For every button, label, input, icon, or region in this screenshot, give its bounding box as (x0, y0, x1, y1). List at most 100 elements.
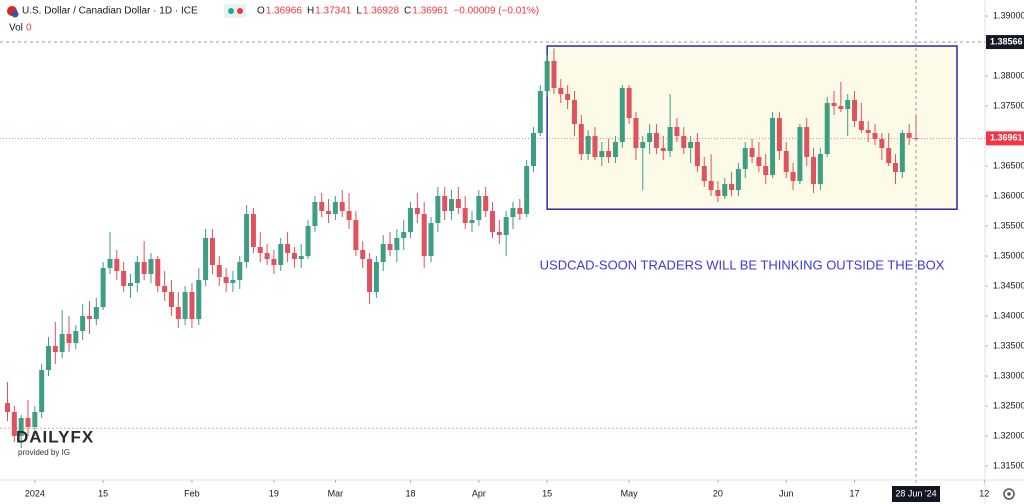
candle-body (312, 202, 318, 227)
candle-body (688, 142, 694, 149)
candle-body (32, 412, 38, 428)
candle-body (162, 286, 168, 293)
candle-body (756, 157, 762, 167)
x-tick-label: 15 (98, 488, 108, 498)
quote-value: 1.36961 (412, 6, 449, 17)
x-tick-label: 17 (850, 488, 860, 498)
candle-body (626, 88, 632, 119)
y-tick-label: 1.36000 (993, 190, 1024, 200)
candle-body (18, 418, 24, 437)
candle-body (435, 196, 441, 224)
candle-body (893, 163, 899, 173)
candle-body (899, 133, 905, 173)
candle-body (551, 61, 557, 89)
quote-key: H (307, 6, 314, 17)
candle-body (571, 100, 577, 125)
volume-label: Vol (9, 23, 23, 34)
y-tick-label: 1.38000 (993, 70, 1024, 80)
candle-body (592, 136, 598, 158)
symbol-flag (7, 6, 19, 18)
candle-body (524, 166, 530, 215)
candle-body (742, 148, 748, 170)
candle-body (490, 211, 495, 233)
candle-body (660, 148, 666, 152)
candle-body (394, 238, 400, 251)
candle-body (824, 103, 830, 155)
candle-body (599, 151, 605, 158)
candle-body (455, 199, 461, 209)
candle-body (380, 244, 386, 263)
candle-body (653, 133, 659, 149)
candle-body (749, 148, 755, 158)
quote-value: 1.36966 (266, 6, 303, 17)
candle-body (39, 370, 45, 413)
candle-body (66, 334, 72, 344)
candle-body (469, 220, 475, 224)
candle-body (633, 118, 639, 149)
candle-body (606, 151, 612, 158)
settings-icon[interactable] (1003, 488, 1015, 500)
candle-body (107, 259, 113, 269)
candle-body (114, 259, 120, 272)
candle-body (913, 138, 919, 140)
y-tick-label: 1.33500 (993, 340, 1024, 350)
high-level-label: 1.38566 (990, 36, 1023, 46)
candle-body (681, 136, 687, 149)
candle-body (537, 91, 543, 134)
candle-body (708, 181, 714, 191)
candle-body (346, 211, 352, 221)
candle-body (428, 223, 434, 257)
x-tick-label: May (621, 488, 639, 498)
candle-body (612, 142, 618, 158)
candle-body (189, 292, 195, 320)
candle-body (831, 103, 837, 107)
candle-body (271, 259, 277, 266)
candle-body (141, 262, 147, 275)
candle-body (127, 283, 133, 287)
candle-body (619, 88, 625, 143)
candle-body (319, 202, 325, 212)
candle-body (483, 196, 489, 212)
quote-change: −0.00009 (−0.01%) (453, 6, 539, 17)
candle-body (797, 127, 803, 182)
candle-body (175, 307, 181, 320)
y-tick-label: 1.32000 (993, 430, 1024, 440)
candle-body (11, 412, 17, 437)
candle-body (257, 247, 263, 254)
x-tick-label: Apr (472, 488, 486, 498)
candle-body (203, 238, 209, 281)
candle-body (462, 208, 468, 224)
candle-body (783, 151, 789, 173)
candle-body (209, 238, 215, 266)
y-tick-label: 1.34000 (993, 310, 1024, 320)
y-tick-label: 1.37500 (993, 100, 1024, 110)
candle-body (86, 316, 92, 320)
candle-body (517, 208, 523, 215)
candle-body (285, 244, 291, 254)
candle-body (667, 127, 673, 152)
y-tick-label: 1.35500 (993, 220, 1024, 230)
status-icons[interactable] (224, 4, 246, 18)
x-tick-label: 18 (406, 488, 416, 498)
candle-body (858, 121, 864, 131)
candle-body (790, 172, 796, 182)
candle-body (503, 217, 509, 236)
candle-body (367, 259, 373, 293)
candle-body (264, 253, 270, 260)
candle-body (476, 196, 482, 221)
annotation-box (546, 45, 958, 210)
candle-body (872, 133, 878, 140)
candle-body (52, 346, 58, 353)
candle-body (223, 277, 229, 284)
x-tick-label: 15 (542, 488, 552, 498)
candle-body (647, 133, 653, 143)
candle-body (694, 142, 700, 167)
candle-body (558, 88, 564, 95)
volume-value: 0 (26, 23, 32, 34)
candle-body (770, 118, 776, 176)
candle-body (401, 232, 407, 239)
candle-body (852, 100, 858, 122)
candle-body (45, 346, 51, 371)
y-tick-label: 1.32500 (993, 400, 1024, 410)
y-tick-label: 1.36500 (993, 160, 1024, 170)
